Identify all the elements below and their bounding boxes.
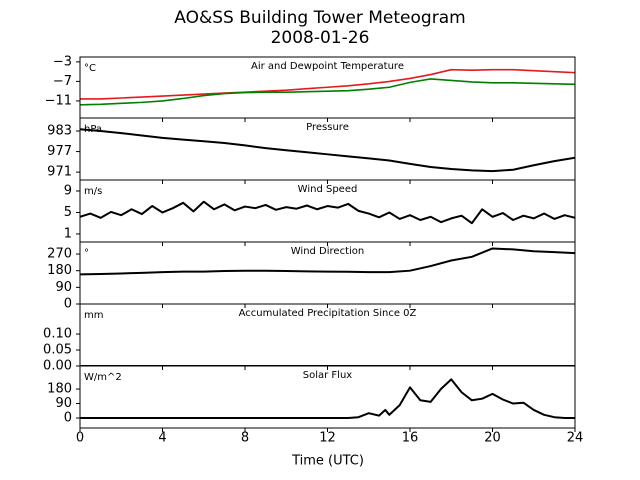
panel-title: Accumulated Precipitation Since 0Z bbox=[239, 308, 417, 319]
x-tick-label: 8 bbox=[241, 431, 249, 446]
x-tick-label: 12 bbox=[319, 431, 336, 446]
y-tick-label: 977 bbox=[47, 144, 72, 159]
y-tick-label: 0.00 bbox=[43, 359, 72, 374]
series-line bbox=[80, 78, 575, 106]
series-line bbox=[80, 68, 575, 100]
x-tick-label: 24 bbox=[567, 431, 584, 446]
x-tick-label: 0 bbox=[76, 431, 84, 446]
y-tick-label: 0.10 bbox=[43, 327, 72, 342]
x-tick-label: 16 bbox=[402, 431, 419, 446]
y-tick-label: 971 bbox=[47, 165, 72, 180]
y-tick-label: 983 bbox=[47, 124, 72, 139]
y-tick-label: −7 bbox=[53, 74, 72, 89]
y-tick-label: 270 bbox=[47, 247, 72, 262]
y-tick-label: 1 bbox=[64, 226, 72, 241]
panel-plot bbox=[80, 200, 575, 225]
unit-label: °C bbox=[84, 63, 96, 74]
panel-title: Pressure bbox=[306, 122, 349, 133]
panel-plot bbox=[80, 68, 575, 106]
panel-title: Solar Flux bbox=[303, 370, 353, 381]
y-tick-label: 0 bbox=[64, 411, 72, 426]
panel-title: Wind Speed bbox=[298, 184, 358, 195]
series-line bbox=[80, 247, 575, 276]
y-tick-label: 180 bbox=[47, 382, 72, 397]
panel-plot bbox=[80, 378, 575, 420]
y-tick-label: 9 bbox=[64, 184, 72, 199]
x-tick-label: 20 bbox=[484, 431, 501, 446]
unit-label: hPa bbox=[84, 124, 102, 135]
panel-frame bbox=[79, 365, 576, 429]
unit-label: W/m^2 bbox=[84, 372, 122, 383]
y-tick-label: 90 bbox=[55, 396, 72, 411]
panel-title: Air and Dewpoint Temperature bbox=[251, 61, 404, 72]
y-tick-label: −11 bbox=[45, 93, 72, 108]
series-line bbox=[80, 378, 575, 420]
y-tick-label: 0 bbox=[64, 297, 72, 312]
y-tick-label: 5 bbox=[64, 205, 72, 220]
page-title: AO&SS Building Tower Meteogram bbox=[174, 8, 465, 28]
y-tick-label: 180 bbox=[47, 263, 72, 278]
panel-plot bbox=[80, 247, 575, 276]
unit-label: mm bbox=[84, 310, 103, 321]
y-tick-label: 90 bbox=[55, 280, 72, 295]
panel-plot bbox=[80, 128, 575, 173]
unit-label: ° bbox=[84, 248, 89, 259]
series-line bbox=[80, 128, 575, 173]
unit-label: m/s bbox=[84, 186, 102, 197]
y-tick-label: −3 bbox=[53, 54, 72, 69]
x-axis-label: Time (UTC) bbox=[291, 454, 364, 469]
page-subtitle: 2008-01-26 bbox=[271, 28, 370, 48]
panel-title: Wind Direction bbox=[291, 246, 365, 257]
series-line bbox=[80, 200, 575, 225]
y-tick-label: 0.05 bbox=[43, 343, 72, 358]
x-tick-label: 4 bbox=[158, 431, 166, 446]
